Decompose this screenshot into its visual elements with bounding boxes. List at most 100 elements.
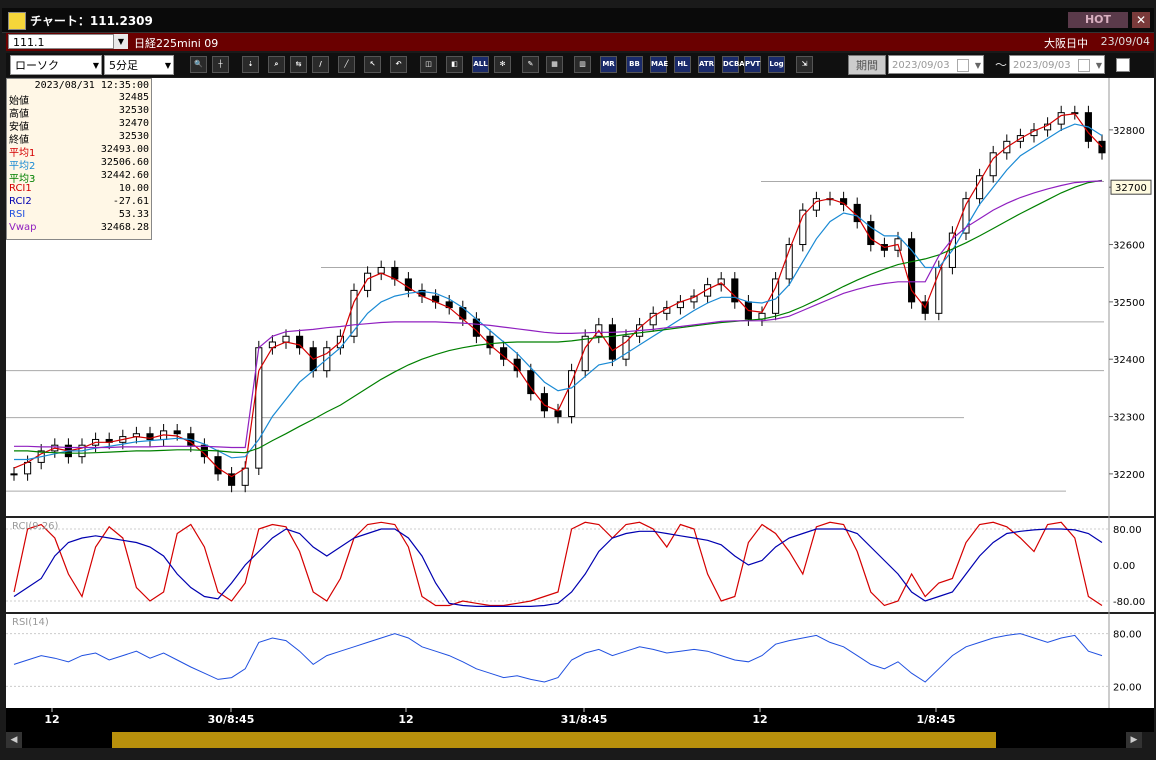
line-icon[interactable]: ╱ <box>338 56 355 73</box>
info-label: 平均3 <box>9 174 36 185</box>
info-value: 10.00 <box>118 183 149 194</box>
date-to-input[interactable]: 2023/09/03 ▼ <box>1009 55 1105 74</box>
log-button[interactable]: Log <box>768 56 785 73</box>
candle-body <box>282 335 290 343</box>
scroll-left-icon[interactable]: ◀ <box>6 732 22 748</box>
info-value: 32493.00 <box>100 144 149 155</box>
hl-button[interactable]: HL <box>674 56 691 73</box>
candle-body <box>608 324 616 360</box>
search-icon[interactable]: ⌕ <box>268 56 285 73</box>
chart-type-select[interactable]: ローソク ▼ <box>10 55 102 75</box>
candle-body <box>581 335 589 372</box>
settings-icon[interactable]: ✻ <box>494 56 511 73</box>
candle-body <box>731 278 739 303</box>
time-tick-label: 1/8:45 <box>916 713 955 726</box>
bb-button[interactable]: BB <box>626 56 643 73</box>
checkbox[interactable] <box>1116 58 1130 72</box>
candle-body <box>527 370 535 395</box>
pvt-button[interactable]: PVT <box>744 56 761 73</box>
zoom-icon[interactable]: 🔍 <box>190 56 207 73</box>
tool-icon[interactable]: ✎ <box>522 56 539 73</box>
time-tick-label: 12 <box>398 713 413 726</box>
code-input[interactable]: 111.1 <box>8 34 114 49</box>
candle-body <box>350 289 358 337</box>
rci-tick-label: 80.00 <box>1113 525 1142 536</box>
timeframe-value: 5分足 <box>109 59 138 72</box>
atr-button[interactable]: ATR <box>698 56 715 73</box>
palette-icon[interactable]: ▦ <box>546 56 563 73</box>
info-label: RCI2 <box>9 196 32 207</box>
price-tick-label: 32400 <box>1113 355 1145 366</box>
candle-body <box>554 410 562 418</box>
chevron-down-icon[interactable]: ▼ <box>114 34 128 49</box>
timeframe-select[interactable]: 5分足 ▼ <box>104 55 174 75</box>
candle-body <box>1057 112 1065 125</box>
candle-body <box>840 198 848 205</box>
time-tick-label: 12 <box>752 713 767 726</box>
candle-body <box>540 393 548 412</box>
info-row: 平均2 32506.60 <box>7 157 151 172</box>
note-icon[interactable]: / <box>312 56 329 73</box>
all-button[interactable]: ALL <box>472 56 489 73</box>
info-label: Vwap <box>9 222 37 233</box>
volume-icon[interactable]: ▥ <box>574 56 591 73</box>
candle-body <box>717 278 725 286</box>
price-tick-label: 32500 <box>1113 298 1145 309</box>
candle2-icon[interactable]: ◧ <box>446 56 463 73</box>
export-icon[interactable]: ⇲ <box>796 56 813 73</box>
calendar-icon[interactable] <box>1078 59 1090 72</box>
candle-body <box>785 244 793 280</box>
undo-icon[interactable]: ↶ <box>390 56 407 73</box>
info-value: 32442.60 <box>100 170 149 181</box>
date-to-value: 2023/09/03 <box>1013 60 1071 71</box>
series-line-平均2 <box>14 123 1103 461</box>
session-label: 大阪日中 <box>1044 37 1088 50</box>
candle-body <box>799 209 807 246</box>
candle-body <box>228 473 236 486</box>
close-button[interactable]: ✕ <box>1132 12 1150 28</box>
info-label: 始値 <box>9 96 29 107</box>
time-tick-label: 30/8:45 <box>208 713 255 726</box>
horizontal-scrollbar[interactable]: ◀ ▶ <box>6 732 1142 748</box>
dcba-button[interactable]: DCBA <box>722 56 745 73</box>
hot-button[interactable]: HOT <box>1068 12 1128 28</box>
candle-body <box>704 284 712 297</box>
current-price-box <box>1110 179 1152 195</box>
candle-body <box>976 175 984 200</box>
rci-line-rci1 <box>13 521 1103 607</box>
compare-icon[interactable]: ⇆ <box>290 56 307 73</box>
date-range-separator: 〜 <box>995 58 1008 72</box>
chevron-down-icon[interactable]: ▼ <box>1095 61 1102 70</box>
calendar-icon[interactable] <box>957 59 969 72</box>
crosshair-icon[interactable]: ┼ <box>212 56 229 73</box>
date-from-input[interactable]: 2023/09/03 ▼ <box>888 55 984 74</box>
info-timestamp: 2023/08/31 12:35:00 <box>34 80 149 91</box>
chart-svg: 3220032300324003250032600327003280032700… <box>6 78 1154 732</box>
period-button[interactable]: 期間 <box>848 55 886 75</box>
info-value: 32468.28 <box>100 222 149 233</box>
app-icon <box>8 12 26 30</box>
info-row: 安値 32470 <box>7 118 151 133</box>
price-tick-label: 32600 <box>1113 241 1145 252</box>
candle-icon[interactable]: ◫ <box>420 56 437 73</box>
scroll-right-icon[interactable]: ▶ <box>1126 732 1142 748</box>
info-label: 終値 <box>9 135 29 146</box>
mae-button[interactable]: MAE <box>650 56 668 73</box>
candle-body <box>391 266 399 280</box>
select-icon[interactable]: ↖ <box>364 56 381 73</box>
info-row: RCI2 -27.61 <box>7 196 151 209</box>
info-value: 32485 <box>118 92 149 103</box>
drawdown-icon[interactable]: ⇣ <box>242 56 259 73</box>
chart-area[interactable]: 3220032300324003250032600327003280032700… <box>6 78 1154 732</box>
mr-button[interactable]: MR <box>600 56 617 73</box>
price-tick-label: 32200 <box>1113 470 1145 481</box>
rsi-line <box>13 633 1103 683</box>
candle-body <box>241 467 249 486</box>
rsi-tick-label: 20.00 <box>1113 682 1142 693</box>
toolbar: ローソク ▼ 5分足 ▼ 🔍 ┼ ⇣ ⌕ ⇆ / ╱ ↖ ↶ ◫ ◧ ALL ✻ ✎ ▦ ▥ MR BB MAE HL AT… <box>6 53 1154 77</box>
series-line-平均3 <box>14 179 1103 454</box>
candle-body <box>622 335 630 360</box>
scroll-thumb[interactable] <box>112 732 996 748</box>
info-row: Vwap 32468.28 <box>7 222 151 235</box>
chevron-down-icon[interactable]: ▼ <box>974 61 981 70</box>
